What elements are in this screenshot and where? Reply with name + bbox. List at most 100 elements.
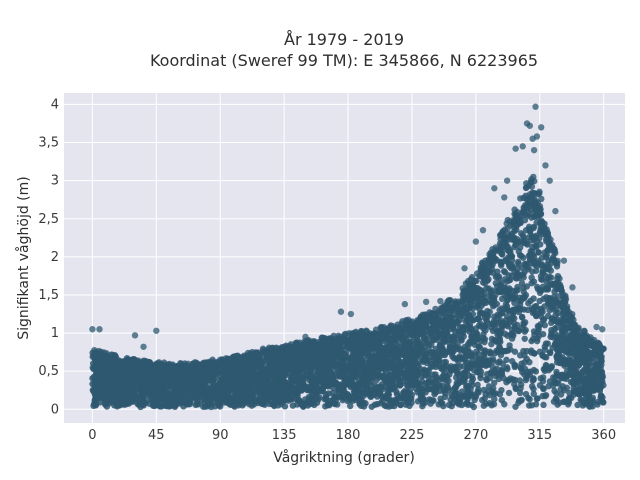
data-point	[588, 381, 595, 388]
data-point	[523, 347, 530, 355]
data-point	[332, 350, 340, 357]
data-point	[212, 388, 219, 396]
data-point	[319, 364, 327, 372]
data-point	[521, 237, 528, 245]
data-point	[347, 362, 355, 370]
data-point	[517, 385, 524, 392]
data-point	[498, 371, 506, 378]
data-point	[516, 352, 524, 359]
data-point	[469, 357, 476, 365]
data-point	[543, 251, 550, 259]
data-point	[518, 230, 525, 237]
data-point	[384, 374, 391, 382]
data-point	[488, 335, 496, 343]
data-point	[568, 394, 575, 402]
data-point	[200, 373, 207, 380]
data-point	[530, 223, 538, 231]
data-point	[534, 323, 541, 330]
data-point	[498, 305, 506, 312]
data-point	[192, 395, 199, 403]
data-point	[405, 394, 412, 401]
data-point	[431, 384, 438, 392]
data-point	[385, 385, 392, 392]
data-point	[529, 252, 536, 259]
data-point	[90, 402, 97, 410]
data-point	[594, 401, 601, 408]
data-point	[453, 379, 460, 387]
data-point	[306, 376, 313, 384]
data-point	[134, 382, 141, 389]
data-point	[511, 243, 518, 251]
data-point	[565, 356, 573, 363]
data-point	[480, 297, 488, 305]
data-point	[418, 378, 426, 385]
data-point	[358, 360, 365, 368]
data-point	[387, 396, 394, 404]
data-point	[598, 392, 605, 399]
data-point	[195, 370, 202, 378]
data-point	[481, 279, 489, 287]
data-point	[557, 331, 564, 339]
data-point	[454, 318, 461, 325]
data-point	[505, 389, 513, 397]
data-point	[575, 391, 583, 398]
data-point	[551, 387, 558, 395]
data-point	[418, 373, 426, 380]
data-point	[90, 388, 97, 396]
data-point	[477, 337, 484, 345]
data-point	[429, 397, 436, 404]
data-point	[391, 370, 399, 378]
data-point	[103, 403, 111, 410]
data-point	[539, 352, 546, 359]
data-point	[396, 343, 403, 351]
data-point	[425, 386, 433, 393]
data-point	[375, 360, 382, 368]
data-point	[515, 308, 523, 316]
data-point	[512, 237, 519, 245]
data-point	[134, 397, 141, 404]
data-point	[97, 360, 104, 367]
data-point	[496, 344, 503, 351]
data-point	[550, 374, 557, 381]
data-point	[440, 363, 448, 370]
data-point	[475, 389, 482, 396]
data-point	[150, 401, 157, 409]
data-point	[388, 402, 395, 410]
data-point	[548, 280, 556, 288]
data-point	[425, 367, 432, 374]
data-point	[494, 287, 501, 295]
data-point	[391, 396, 399, 404]
data-point	[392, 335, 400, 342]
data-point	[167, 387, 175, 394]
data-point	[414, 389, 421, 396]
data-point	[429, 349, 436, 356]
data-point	[484, 370, 491, 378]
data-point	[172, 402, 179, 409]
data-point	[391, 349, 398, 357]
data-point	[503, 364, 511, 371]
data-point	[489, 358, 496, 365]
data-point	[504, 332, 511, 339]
data-point	[475, 355, 482, 363]
data-point	[227, 387, 234, 394]
data-point	[367, 345, 375, 353]
data-point	[454, 341, 461, 348]
data-point	[561, 346, 568, 354]
data-point	[111, 392, 119, 400]
data-point	[466, 391, 473, 398]
data-point	[243, 370, 251, 377]
data-point	[283, 382, 290, 389]
data-point	[599, 373, 606, 380]
data-point	[457, 332, 464, 339]
data-point	[546, 307, 553, 314]
data-point	[456, 363, 463, 371]
data-point	[467, 300, 474, 307]
data-point	[205, 388, 212, 395]
data-point	[355, 386, 362, 393]
data-point	[401, 334, 408, 342]
data-point	[479, 396, 486, 404]
data-point	[493, 320, 501, 328]
data-point	[447, 363, 455, 370]
data-point	[379, 355, 386, 362]
data-point	[420, 358, 427, 365]
